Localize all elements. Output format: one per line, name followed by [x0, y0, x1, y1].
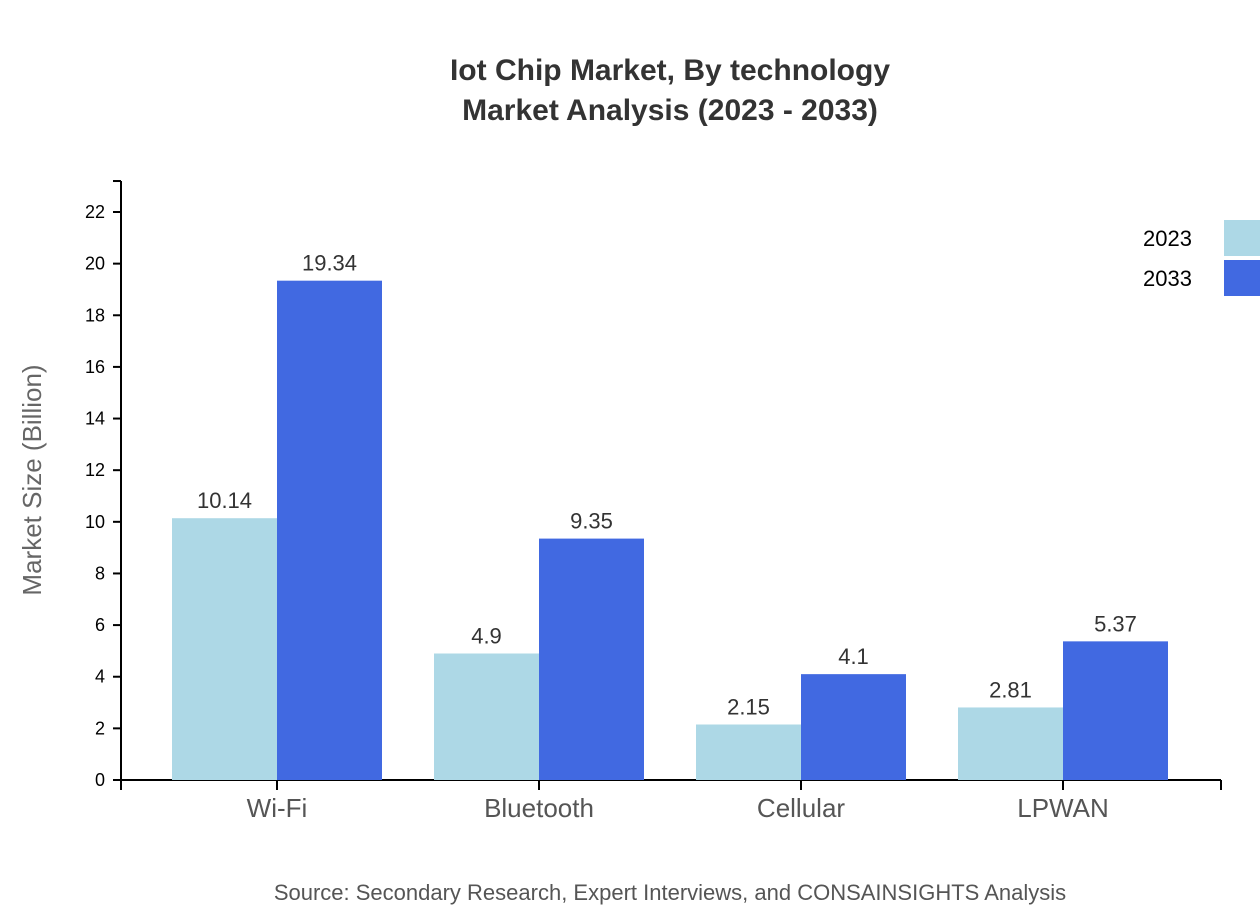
- y-axis-label: Market Size (Billion): [17, 364, 47, 595]
- x-tick-label: Wi-Fi: [247, 793, 308, 823]
- data-label: 9.35: [570, 509, 613, 534]
- data-label: 19.34: [302, 251, 357, 276]
- bar-2033: [801, 674, 906, 780]
- data-label: 10.14: [197, 488, 252, 513]
- source-note: Source: Secondary Research, Expert Inter…: [274, 880, 1066, 905]
- y-tick-label: 4: [95, 667, 105, 687]
- y-tick-label: 22: [85, 202, 105, 222]
- chart-subtitle: Market Analysis (2023 - 2033): [462, 94, 878, 127]
- data-label: 5.37: [1094, 611, 1137, 636]
- bar-2023: [434, 653, 539, 780]
- data-label: 4.1: [838, 644, 869, 669]
- plot-area: 0 2 4 6 8 10 12 14 16 18 20 22 Wi-Fi 10.14 19.34 Blueto…: [85, 180, 1222, 823]
- data-label: 2.81: [989, 677, 1032, 702]
- bar-2023: [172, 518, 277, 780]
- data-label: 4.9: [471, 623, 502, 648]
- x-tick-label: LPWAN: [1017, 793, 1109, 823]
- y-tick-label: 12: [85, 460, 105, 480]
- x-tick-label: Bluetooth: [484, 793, 594, 823]
- legend-label: 2033: [1143, 266, 1192, 291]
- x-tick-label: Cellular: [757, 793, 845, 823]
- y-tick-label: 18: [85, 305, 105, 325]
- bar-2033: [1063, 641, 1168, 780]
- y-tick-label: 0: [95, 770, 105, 790]
- bar-2023: [696, 724, 801, 780]
- y-tick-label: 20: [85, 254, 105, 274]
- legend: 2023 2033: [1143, 220, 1260, 296]
- y-tick-label: 16: [85, 357, 105, 377]
- data-label: 2.15: [727, 694, 770, 719]
- y-tick-label: 2: [95, 718, 105, 738]
- legend-swatch: [1224, 220, 1260, 256]
- legend-label: 2023: [1143, 226, 1192, 251]
- y-tick-label: 6: [95, 615, 105, 635]
- bar-2023: [958, 707, 1063, 780]
- y-tick-label: 14: [85, 409, 105, 429]
- bar-2033: [277, 280, 382, 780]
- y-tick-label: 8: [95, 563, 105, 583]
- y-tick-label: 10: [85, 512, 105, 532]
- bar-2033: [539, 538, 644, 780]
- chart-title: Iot Chip Market, By technology: [450, 54, 890, 87]
- legend-swatch: [1224, 260, 1260, 296]
